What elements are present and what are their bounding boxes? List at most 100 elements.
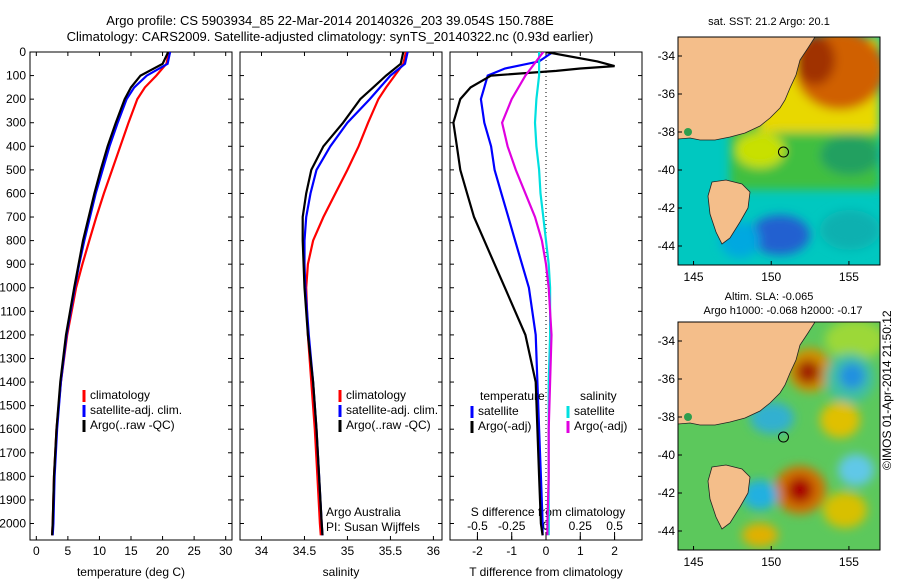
legend-label: climatology	[346, 388, 406, 402]
map-x-tick-label: 145	[684, 555, 704, 569]
y-tick-label: 1200	[0, 328, 26, 342]
map-y-tick-label: -34	[658, 49, 676, 63]
s-tick-label: 0.5	[606, 519, 623, 533]
x-tick-label: 34.5	[293, 544, 317, 558]
s-tick-label: 0.25	[569, 519, 593, 533]
legend-header: temperature	[480, 389, 545, 403]
map-y-tick-label: -36	[658, 372, 676, 386]
x-tick-label: 1	[577, 544, 584, 558]
map-x-tick-label: 155	[839, 270, 859, 284]
salinity-series	[301, 52, 409, 536]
map-y-tick-label: -44	[658, 239, 676, 253]
x-tick-label: 0	[543, 544, 550, 558]
legend-label: satellite-adj. clim.	[90, 403, 182, 417]
y-tick-label: 700	[6, 210, 26, 224]
temperature-series-argo-raw-qc-	[51, 52, 170, 536]
imos-timestamp: ©IMOS 01-Apr-2014 21:50:12	[880, 310, 894, 470]
map-y-tick-label: -42	[658, 486, 676, 500]
y-tick-label: 300	[6, 116, 26, 130]
map-title: Altim. SLA: -0.065	[725, 291, 814, 303]
legend-label: Argo(-adj)	[478, 419, 531, 433]
y-tick-label: 1100	[0, 304, 26, 318]
y-tick-label: 1700	[0, 446, 26, 460]
difference-series	[452, 52, 615, 536]
map-x-tick-label: 150	[761, 555, 781, 569]
legend-label: Argo(..raw -QC)	[90, 418, 175, 432]
map-x-tick-label: 150	[761, 270, 781, 284]
sla-land	[678, 322, 816, 530]
legend-label: satellite-adj. clim.	[346, 403, 438, 417]
map-y-tick-label: -36	[658, 87, 676, 101]
difference-series-temperature-satellite	[479, 52, 554, 536]
map-x-tick-label: 155	[839, 555, 859, 569]
s-tick-label: 0	[543, 519, 550, 533]
x-tick-label: 35	[341, 544, 355, 558]
y-tick-label: 200	[6, 92, 26, 106]
y-tick-label: 2000	[0, 516, 26, 530]
map-y-tick-label: -38	[658, 410, 676, 424]
y-tick-label: 1600	[0, 422, 26, 436]
y-tick-label: 100	[6, 69, 26, 83]
salinity-series-climatology	[305, 52, 407, 536]
sst-land	[678, 37, 816, 245]
figure-subtitle: Climatology: CARS2009. Satellite-adjuste…	[66, 29, 594, 44]
y-tick-label: 400	[6, 139, 26, 153]
x-tick-label: 2	[611, 544, 618, 558]
temperature-panel: 0 100 200 300 400 500 600 700 800 900 1000 1100 1200…	[0, 45, 233, 579]
temperature-series	[51, 52, 172, 536]
x-tick-label: 0	[33, 544, 40, 558]
map-y-tick-label: -38	[658, 125, 676, 139]
x-tick-label: 20	[156, 544, 170, 558]
y-tick-label: 800	[6, 234, 26, 248]
salinity-series-argo-raw-qc-	[301, 52, 405, 536]
temperature-series-climatology	[51, 52, 170, 536]
x-tick-label: 34	[255, 544, 269, 558]
figure-title: Argo profile: CS 5903934_85 22-Mar-2014 …	[106, 13, 554, 28]
y-tick-label: 900	[6, 257, 26, 271]
y-tick-label: 500	[6, 163, 26, 177]
annotation: Argo Australia	[326, 505, 401, 519]
x-tick-label: 25	[187, 544, 201, 558]
legend-label: Argo(..raw -QC)	[346, 418, 431, 432]
x-tick-label: 36	[427, 544, 441, 558]
x-tick-label: 35.5	[379, 544, 403, 558]
sla-map-frame	[677, 321, 881, 551]
salinity-panel: 34 34.5 35 35.5 36 salinity climatologysatelli…	[239, 51, 443, 579]
x-tick-label: 30	[219, 544, 233, 558]
salinity-series-satellite-adj-clim-	[303, 52, 409, 536]
y-tick-label: 1300	[0, 351, 26, 365]
y-tick-label: 1400	[0, 375, 26, 389]
x-axis-label: T difference from climatology	[469, 565, 623, 579]
x-tick-label: 5	[65, 544, 72, 558]
y-tick-label: 600	[6, 186, 26, 200]
y-tick-label: 1000	[0, 281, 26, 295]
map-title: sat. SST: 21.2 Argo: 20.1	[708, 16, 830, 28]
legend-label: Argo(-adj)	[574, 419, 627, 433]
map-y-tick-label: -44	[658, 524, 676, 538]
legend-label: satellite	[574, 404, 615, 418]
x-tick-label: -1	[506, 544, 517, 558]
x-axis-label: salinity	[323, 565, 360, 579]
x-axis-label: temperature (deg C)	[77, 565, 185, 579]
map-y-tick-label: -40	[658, 163, 676, 177]
map-x-tick-label: 145	[684, 270, 704, 284]
sst-map-frame	[677, 36, 881, 266]
difference-panel: -2 -1 0 1 2 T difference from climatology -0.5…	[449, 51, 643, 579]
legend-label: satellite	[478, 404, 519, 418]
temperature-series-satellite-adj-clim-	[51, 52, 172, 536]
argo-position-marker	[777, 146, 789, 158]
difference-series-salinity-argo-adj-	[500, 52, 553, 536]
temperature-frame	[29, 51, 233, 541]
sst-map-panel: 145 150 155 -34 -36 -38 -40 -42 -44 sat. SST: 21.…	[658, 16, 881, 284]
x-tick-label: -2	[472, 544, 483, 558]
s-tick-label: -0.25	[498, 519, 526, 533]
sla-map-panel: 145 150 155 -34 -36 -38 -40 -42 -44 Altim. SLA: -…	[658, 291, 881, 569]
salinity-frame	[239, 51, 443, 541]
y-tick-label: 1800	[0, 469, 26, 483]
difference-series-temperature-argo-adj-	[452, 52, 615, 536]
y-tick-label: 1500	[0, 399, 26, 413]
y-tick-label: 1900	[0, 493, 26, 507]
map-y-tick-label: -34	[658, 334, 676, 348]
map-subtitle: Argo h1000: -0.068 h2000: -0.17	[703, 305, 862, 317]
